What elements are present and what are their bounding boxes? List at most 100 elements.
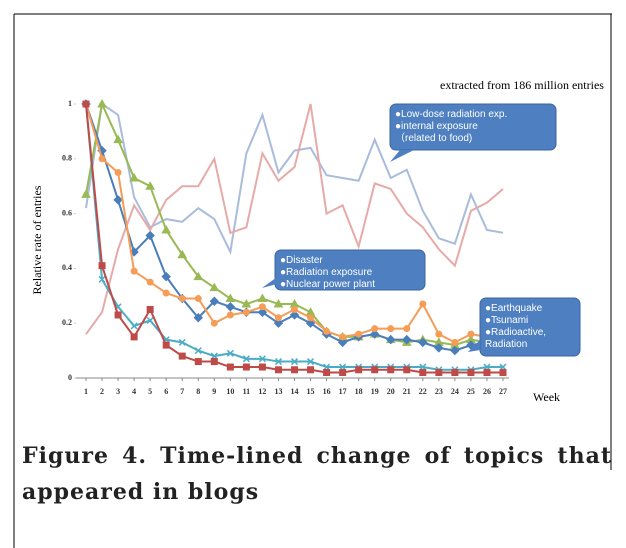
marker	[162, 289, 170, 297]
x-axis-label: Week	[533, 390, 560, 404]
callout-text: ●Earthquake	[485, 303, 543, 314]
x-tick-label: 22	[419, 387, 427, 396]
marker	[499, 369, 507, 377]
marker	[274, 358, 282, 366]
marker	[403, 366, 411, 374]
marker	[307, 314, 315, 322]
y-axis-label: Relative rate of entries	[30, 185, 44, 294]
x-tick-label: 6	[164, 387, 168, 396]
callout-box	[479, 297, 581, 357]
x-tick-label: 8	[196, 387, 200, 396]
callout-pointer	[468, 340, 480, 352]
marker	[129, 172, 139, 182]
marker	[339, 369, 347, 377]
callout-text: Radiation	[485, 339, 527, 350]
marker	[98, 155, 106, 163]
marker	[435, 330, 443, 338]
marker	[114, 169, 122, 176]
x-tick-label: 3	[116, 387, 120, 396]
y-tick-label: 0	[68, 373, 72, 382]
marker	[387, 325, 395, 333]
marker	[82, 100, 90, 108]
x-tick-label: 5	[148, 387, 152, 396]
marker	[209, 296, 220, 306]
marker	[273, 299, 284, 308]
marker	[419, 369, 427, 377]
x-tick-label: 25	[467, 387, 475, 396]
marker	[257, 307, 268, 317]
callout-text: ●Disaster	[280, 255, 323, 266]
marker	[418, 337, 428, 348]
x-tick-label: 23	[435, 387, 443, 396]
marker	[242, 355, 250, 363]
y-tick-label: 1	[68, 99, 72, 108]
marker	[177, 249, 188, 259]
callout-pointer	[262, 272, 284, 288]
marker	[226, 363, 234, 371]
marker	[225, 293, 236, 303]
marker	[451, 338, 459, 346]
x-tick-label: 24	[451, 387, 459, 396]
marker	[226, 349, 234, 357]
x-tick-label: 20	[387, 387, 395, 396]
marker	[225, 302, 236, 312]
marker	[258, 363, 266, 371]
marker	[194, 347, 202, 355]
marker	[178, 352, 186, 360]
marker	[130, 322, 138, 330]
marker	[274, 314, 282, 322]
subtitle: extracted from 186 million entries	[440, 78, 604, 92]
x-tick-label: 7	[180, 387, 184, 396]
x-tick-label: 13	[274, 387, 282, 396]
marker	[242, 363, 250, 371]
y-tick-label: 0.8	[62, 154, 72, 163]
marker	[193, 313, 203, 323]
marker	[193, 271, 204, 281]
marker	[467, 330, 475, 338]
marker	[291, 306, 298, 313]
marker	[451, 369, 459, 377]
callout-text: （related to food)	[395, 132, 472, 144]
x-tick-label: 11	[243, 387, 251, 396]
marker	[289, 310, 300, 320]
marker	[161, 271, 171, 282]
callout-text: ●internal exposure	[395, 121, 478, 132]
marker	[210, 358, 218, 366]
marker	[162, 341, 170, 349]
marker	[145, 230, 155, 241]
marker	[113, 134, 123, 144]
x-tick-label: 27	[499, 387, 507, 396]
x-tick-label: 1	[84, 387, 88, 396]
callout-text: ●Radioactive,	[485, 327, 546, 338]
callout-text: ●Nuclear power plant	[280, 279, 375, 290]
x-tick-label: 14	[291, 387, 299, 396]
marker	[291, 366, 298, 374]
marker	[307, 366, 315, 374]
marker	[258, 355, 266, 363]
x-tick-label: 17	[339, 387, 347, 396]
callout-text: ●Low-dose radiation exp.	[395, 109, 507, 120]
marker	[161, 225, 172, 234]
callout-text: ●Tsunami	[485, 315, 528, 326]
marker	[113, 195, 123, 205]
series-line	[85, 103, 504, 335]
x-tick-label: 16	[323, 387, 331, 396]
marker	[305, 318, 316, 328]
marker	[307, 358, 315, 366]
marker	[483, 369, 491, 377]
marker	[273, 318, 284, 328]
x-tick-label: 19	[371, 387, 379, 396]
marker	[258, 303, 266, 311]
marker	[98, 262, 106, 270]
marker	[146, 306, 154, 313]
x-tick-label: 4	[132, 387, 136, 396]
x-tick-label: 21	[403, 387, 411, 396]
callout-box	[389, 103, 557, 151]
caption: Figure 4. Time-lined change of topics th…	[22, 443, 612, 505]
marker	[98, 275, 106, 283]
marker	[467, 369, 475, 377]
marker	[323, 369, 331, 377]
marker	[178, 295, 186, 303]
